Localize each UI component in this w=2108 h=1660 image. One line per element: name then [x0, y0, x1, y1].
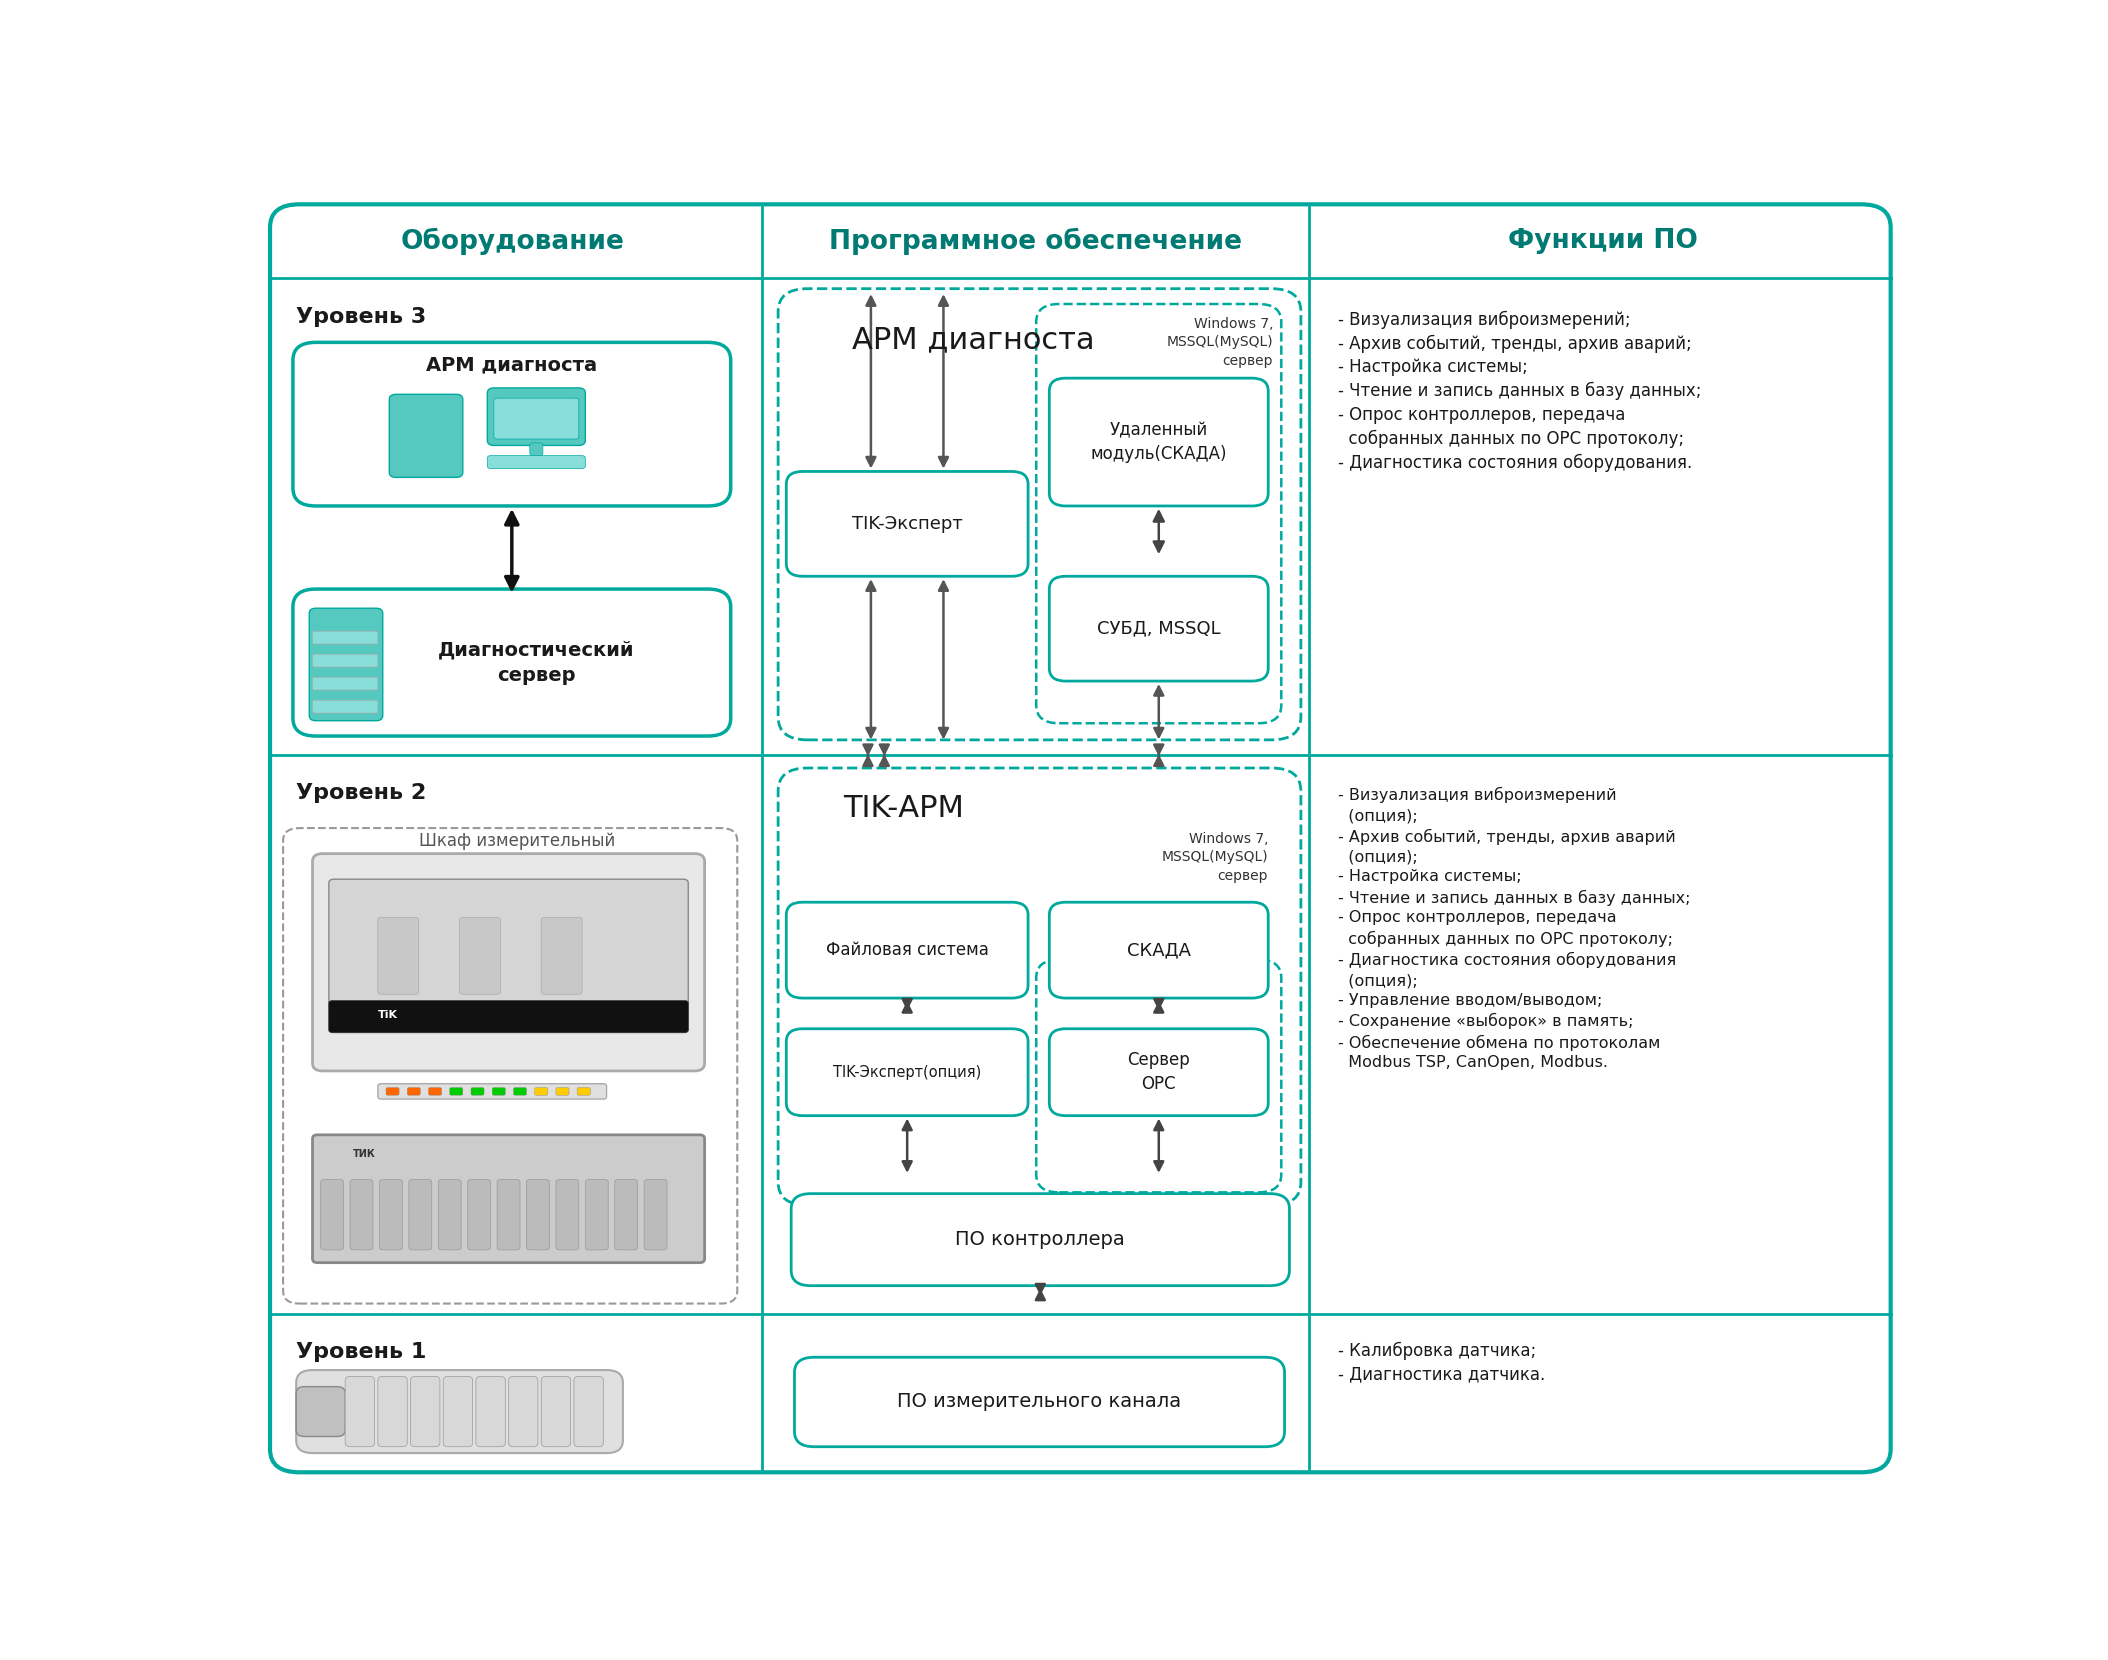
Text: - Калибровка датчика;
- Диагностика датчика.: - Калибровка датчика; - Диагностика датч…	[1339, 1341, 1545, 1384]
FancyBboxPatch shape	[329, 880, 687, 1033]
Text: - Визуализация виброизмерений
  (опция);
- Архив событий, тренды, архив аварий
 : - Визуализация виброизмерений (опция); -…	[1339, 787, 1691, 1071]
FancyBboxPatch shape	[542, 918, 582, 994]
FancyBboxPatch shape	[329, 1001, 687, 1033]
FancyBboxPatch shape	[312, 654, 377, 667]
FancyBboxPatch shape	[312, 677, 377, 691]
Text: Шкаф измерительный: Шкаф измерительный	[419, 832, 616, 850]
FancyBboxPatch shape	[346, 1376, 375, 1448]
FancyBboxPatch shape	[557, 1087, 569, 1096]
FancyBboxPatch shape	[312, 701, 377, 714]
Text: Удаленный
модуль(СКАДА): Удаленный модуль(СКАДА)	[1090, 422, 1227, 463]
FancyBboxPatch shape	[295, 1386, 346, 1436]
FancyBboxPatch shape	[312, 853, 704, 1071]
Text: Windows 7,
MSSQL(MySQL)
сервер: Windows 7, MSSQL(MySQL) сервер	[1162, 832, 1269, 883]
Text: Уровень 3: Уровень 3	[295, 307, 426, 327]
FancyBboxPatch shape	[557, 1180, 580, 1250]
FancyBboxPatch shape	[438, 1180, 462, 1250]
FancyBboxPatch shape	[470, 1087, 485, 1096]
FancyBboxPatch shape	[312, 1135, 704, 1263]
FancyBboxPatch shape	[487, 388, 586, 445]
FancyBboxPatch shape	[377, 1084, 607, 1099]
FancyBboxPatch shape	[379, 1180, 403, 1250]
Text: АРМ диагноста: АРМ диагноста	[852, 325, 1094, 354]
FancyBboxPatch shape	[578, 1087, 590, 1096]
FancyBboxPatch shape	[616, 1180, 637, 1250]
FancyBboxPatch shape	[493, 398, 580, 438]
FancyBboxPatch shape	[407, 1087, 419, 1096]
FancyBboxPatch shape	[390, 395, 464, 478]
FancyBboxPatch shape	[443, 1376, 472, 1448]
Text: TiK: TiK	[377, 1009, 398, 1019]
FancyBboxPatch shape	[377, 918, 419, 994]
FancyBboxPatch shape	[460, 918, 500, 994]
FancyBboxPatch shape	[497, 1180, 521, 1250]
FancyBboxPatch shape	[508, 1376, 538, 1448]
FancyBboxPatch shape	[514, 1087, 527, 1096]
FancyBboxPatch shape	[270, 204, 1891, 1472]
FancyBboxPatch shape	[377, 1376, 407, 1448]
Text: Оборудование: Оборудование	[401, 227, 624, 256]
FancyBboxPatch shape	[468, 1180, 491, 1250]
Text: Диагностический
сервер: Диагностический сервер	[438, 641, 635, 684]
FancyBboxPatch shape	[573, 1376, 603, 1448]
Text: Функции ПО: Функции ПО	[1507, 229, 1699, 254]
FancyBboxPatch shape	[312, 631, 377, 644]
FancyBboxPatch shape	[493, 1087, 506, 1096]
Text: ТIK-Эксперт: ТIK-Эксперт	[852, 515, 963, 533]
FancyBboxPatch shape	[795, 1358, 1284, 1448]
Text: Уровень 2: Уровень 2	[295, 784, 426, 803]
FancyBboxPatch shape	[527, 1180, 550, 1250]
FancyBboxPatch shape	[586, 1180, 609, 1250]
FancyBboxPatch shape	[411, 1376, 441, 1448]
FancyBboxPatch shape	[529, 443, 544, 455]
FancyBboxPatch shape	[542, 1376, 571, 1448]
Text: Программное обеспечение: Программное обеспечение	[828, 227, 1242, 256]
FancyBboxPatch shape	[386, 1087, 398, 1096]
FancyBboxPatch shape	[1050, 576, 1269, 681]
FancyBboxPatch shape	[786, 1029, 1029, 1116]
FancyBboxPatch shape	[295, 1370, 624, 1452]
FancyBboxPatch shape	[1050, 1029, 1269, 1116]
FancyBboxPatch shape	[293, 342, 731, 506]
Text: ТIK-Эксперт(опция): ТIK-Эксперт(опция)	[833, 1064, 982, 1079]
Text: СКАДА: СКАДА	[1128, 941, 1191, 959]
Text: Сервер
OPC: Сервер OPC	[1128, 1051, 1191, 1092]
Text: АРМ диагноста: АРМ диагноста	[426, 355, 597, 375]
Text: ПО измерительного канала: ПО измерительного канала	[898, 1393, 1183, 1411]
Text: ТИК: ТИК	[354, 1149, 375, 1159]
FancyBboxPatch shape	[293, 589, 731, 735]
Text: ТIK-АРМ: ТIK-АРМ	[843, 795, 963, 823]
FancyBboxPatch shape	[476, 1376, 506, 1448]
FancyBboxPatch shape	[350, 1180, 373, 1250]
FancyBboxPatch shape	[645, 1180, 666, 1250]
Text: Windows 7,
MSSQL(MySQL)
сервер: Windows 7, MSSQL(MySQL) сервер	[1166, 317, 1273, 367]
FancyBboxPatch shape	[449, 1087, 464, 1096]
FancyBboxPatch shape	[487, 455, 586, 468]
FancyBboxPatch shape	[790, 1194, 1290, 1285]
Text: СУБД, MSSQL: СУБД, MSSQL	[1096, 619, 1221, 637]
Text: Уровень 1: Уровень 1	[295, 1341, 426, 1361]
Text: Файловая система: Файловая система	[826, 941, 989, 959]
FancyBboxPatch shape	[428, 1087, 441, 1096]
FancyBboxPatch shape	[786, 903, 1029, 998]
FancyBboxPatch shape	[409, 1180, 432, 1250]
FancyBboxPatch shape	[320, 1180, 344, 1250]
Text: ПО контроллера: ПО контроллера	[955, 1230, 1126, 1250]
FancyBboxPatch shape	[1050, 378, 1269, 506]
FancyBboxPatch shape	[1050, 903, 1269, 998]
FancyBboxPatch shape	[535, 1087, 548, 1096]
FancyBboxPatch shape	[786, 471, 1029, 576]
Text: - Визуализация виброизмерений;
- Архив событий, тренды, архив аварий;
- Настройк: - Визуализация виброизмерений; - Архив с…	[1339, 310, 1701, 471]
FancyBboxPatch shape	[310, 608, 384, 720]
